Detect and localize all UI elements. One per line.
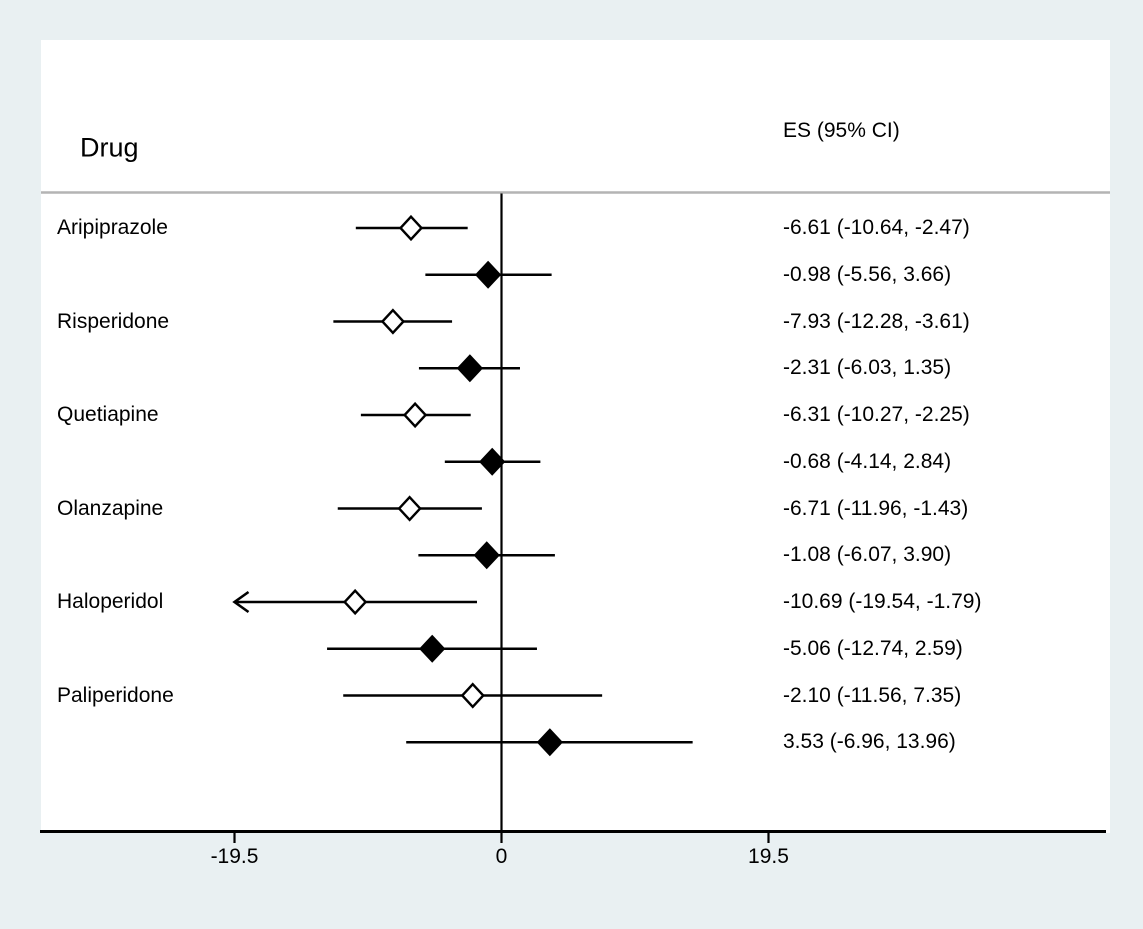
effect-marker-filled-diamond	[474, 260, 502, 289]
es-value-label: -6.61 (-10.64, -2.47)	[783, 216, 970, 239]
ci-truncation-arrow-icon	[232, 590, 250, 614]
effect-marker-open-diamond	[342, 588, 368, 616]
effect-marker-filled-diamond	[419, 634, 446, 663]
drug-label: Haloperidol	[57, 590, 164, 613]
es-value-label: -5.06 (-12.74, 2.59)	[783, 636, 963, 660]
x-tick-label: 0	[495, 845, 508, 868]
es-column-header: ES (95% CI)	[783, 119, 900, 142]
x-tick-label: 19.5	[748, 845, 789, 868]
effect-marker-open-diamond	[397, 495, 422, 522]
effect-marker-open-diamond	[398, 214, 424, 242]
es-value-label: -6.31 (-10.27, -2.25)	[783, 403, 970, 426]
drug-label: Quetiapine	[57, 403, 159, 426]
es-value-label: -6.71 (-11.96, -1.43)	[783, 496, 969, 520]
drug-label: Paliperidone	[57, 683, 174, 707]
effect-marker-open-diamond	[380, 308, 406, 335]
x-tick-label: -19.5	[210, 845, 259, 868]
effect-marker-filled-diamond	[479, 447, 506, 476]
es-value-label: 3.53 (-6.96, 13.96)	[783, 730, 956, 754]
drug-label: Risperidone	[57, 309, 170, 333]
effect-marker-open-diamond	[460, 682, 485, 709]
drug-label: Aripiprazole	[57, 216, 168, 239]
drug-column-header: Drug	[80, 132, 139, 163]
effect-marker-filled-diamond	[473, 541, 500, 570]
es-value-label: -7.93 (-12.28, -3.61)	[783, 309, 970, 333]
plot-area	[41, 40, 1110, 833]
drug-label: Olanzapine	[57, 496, 164, 520]
es-value-label: -0.98 (-5.56, 3.66)	[783, 262, 952, 286]
effect-marker-filled-diamond	[456, 354, 484, 383]
es-value-label: -2.10 (-11.56, 7.35)	[783, 683, 962, 707]
effect-marker-filled-diamond	[536, 728, 563, 757]
es-value-label: -0.68 (-4.14, 2.84)	[783, 449, 952, 473]
es-value-label: -1.08 (-6.07, 3.90)	[783, 543, 952, 567]
es-value-label: -2.31 (-6.03, 1.35)	[783, 356, 952, 380]
es-value-label: -10.69 (-19.54, -1.79)	[783, 590, 982, 613]
effect-marker-open-diamond	[402, 401, 428, 429]
